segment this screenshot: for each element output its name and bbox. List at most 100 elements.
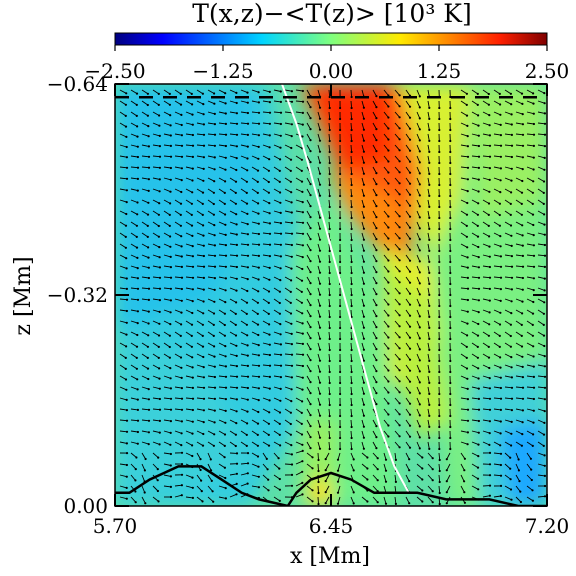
velocity-arrow	[482, 375, 490, 379]
velocity-arrow	[416, 166, 421, 174]
velocity-arrow-head	[509, 92, 512, 95]
velocity-arrow-head	[328, 425, 331, 429]
velocity-arrow-head	[268, 212, 271, 215]
velocity-arrow-head	[531, 213, 535, 216]
velocity-arrow	[196, 144, 205, 147]
velocity-arrow	[262, 221, 270, 224]
velocity-arrow-head	[438, 502, 441, 506]
velocity-arrow-head	[543, 464, 546, 467]
velocity-arrow	[526, 386, 535, 389]
velocity-arrow-head	[213, 365, 216, 368]
velocity-arrow	[306, 342, 311, 350]
velocity-arrow	[372, 463, 379, 470]
velocity-arrow-head	[488, 366, 491, 370]
velocity-arrow-head	[438, 315, 441, 319]
velocity-arrow-head	[375, 271, 378, 274]
velocity-arrow	[317, 485, 319, 494]
velocity-arrow-head	[190, 213, 193, 216]
velocity-arrow-head	[309, 106, 312, 109]
velocity-arrow	[416, 375, 421, 383]
velocity-arrow	[207, 397, 215, 400]
velocity-arrow-head	[147, 398, 150, 401]
velocity-arrow-head	[279, 232, 283, 235]
velocity-arrow-head	[300, 290, 303, 293]
velocity-arrow	[130, 496, 137, 503]
velocity-arrow-head	[213, 180, 216, 183]
velocity-arrow	[273, 408, 281, 413]
velocity-arrow-head	[311, 456, 314, 459]
velocity-arrow	[526, 408, 534, 412]
velocity-arrow	[306, 265, 311, 273]
velocity-arrow-head	[476, 345, 479, 348]
velocity-arrow-head	[256, 433, 259, 436]
velocity-arrow-head	[136, 125, 139, 128]
velocity-arrow	[295, 342, 303, 345]
velocity-arrow	[394, 474, 397, 482]
velocity-arrow	[317, 298, 321, 306]
velocity-arrow	[284, 375, 292, 378]
velocity-arrow	[119, 177, 128, 180]
velocity-arrow-head	[124, 224, 128, 227]
velocity-arrow	[152, 144, 160, 147]
velocity-arrow	[141, 144, 149, 147]
velocity-arrow	[361, 452, 368, 458]
velocity-arrow-head	[362, 359, 365, 362]
velocity-arrow-head	[438, 436, 441, 440]
velocity-arrow	[273, 166, 281, 172]
velocity-arrow	[515, 408, 523, 411]
velocity-arrow-head	[309, 447, 312, 450]
velocity-arrow	[537, 309, 545, 315]
x-tick-label: 5.70	[93, 514, 138, 538]
velocity-arrow-head	[398, 127, 401, 130]
velocity-arrow-head	[531, 202, 534, 205]
velocity-arrow-head	[438, 128, 441, 132]
velocity-arrow	[273, 452, 279, 459]
velocity-arrow-head	[301, 190, 304, 193]
velocity-arrow	[273, 463, 280, 469]
velocity-arrow	[427, 309, 430, 317]
velocity-arrow-head	[147, 256, 150, 259]
velocity-arrow-head	[290, 191, 293, 194]
velocity-arrow	[141, 397, 149, 400]
velocity-arrow-head	[180, 179, 183, 182]
velocity-arrow	[504, 408, 512, 411]
velocity-arrow-head	[191, 432, 194, 435]
velocity-arrow	[163, 100, 171, 106]
velocity-arrow-head	[290, 400, 293, 403]
velocity-arrow	[394, 111, 400, 118]
velocity-arrow	[328, 441, 331, 450]
velocity-arrow	[218, 386, 227, 389]
velocity-arrow-head	[375, 381, 378, 384]
velocity-arrow-head	[202, 300, 205, 303]
velocity-arrow	[394, 419, 400, 426]
velocity-arrow-head	[191, 255, 194, 258]
colorbar-tick-label: 1.25	[417, 59, 462, 83]
velocity-arrow-head	[213, 288, 216, 291]
velocity-arrow-head	[125, 345, 128, 348]
velocity-arrow-head	[521, 113, 524, 116]
velocity-arrow	[337, 463, 341, 471]
velocity-arrow	[361, 364, 365, 372]
velocity-arrow-head	[375, 425, 378, 428]
velocity-arrow-head	[499, 134, 502, 137]
velocity-arrow-head	[158, 134, 161, 137]
velocity-arrow	[405, 474, 410, 482]
velocity-arrow-head	[362, 447, 365, 450]
velocity-arrow	[438, 474, 441, 483]
velocity-arrow-head	[510, 386, 514, 389]
velocity-arrow	[383, 309, 389, 316]
velocity-arrow-head	[488, 299, 491, 302]
velocity-arrow-head	[212, 202, 215, 206]
velocity-arrow	[174, 494, 182, 498]
velocity-arrow	[152, 375, 160, 380]
velocity-arrow-head	[235, 482, 238, 485]
velocity-arrow	[372, 353, 377, 361]
velocity-arrow	[240, 100, 248, 104]
velocity-arrow	[251, 89, 259, 93]
velocity-arrow	[152, 331, 160, 336]
velocity-arrow	[262, 419, 270, 425]
velocity-arrow-head	[543, 495, 547, 498]
velocity-arrow-head	[521, 168, 524, 171]
velocity-arrow	[196, 496, 203, 502]
velocity-arrow	[306, 430, 311, 438]
